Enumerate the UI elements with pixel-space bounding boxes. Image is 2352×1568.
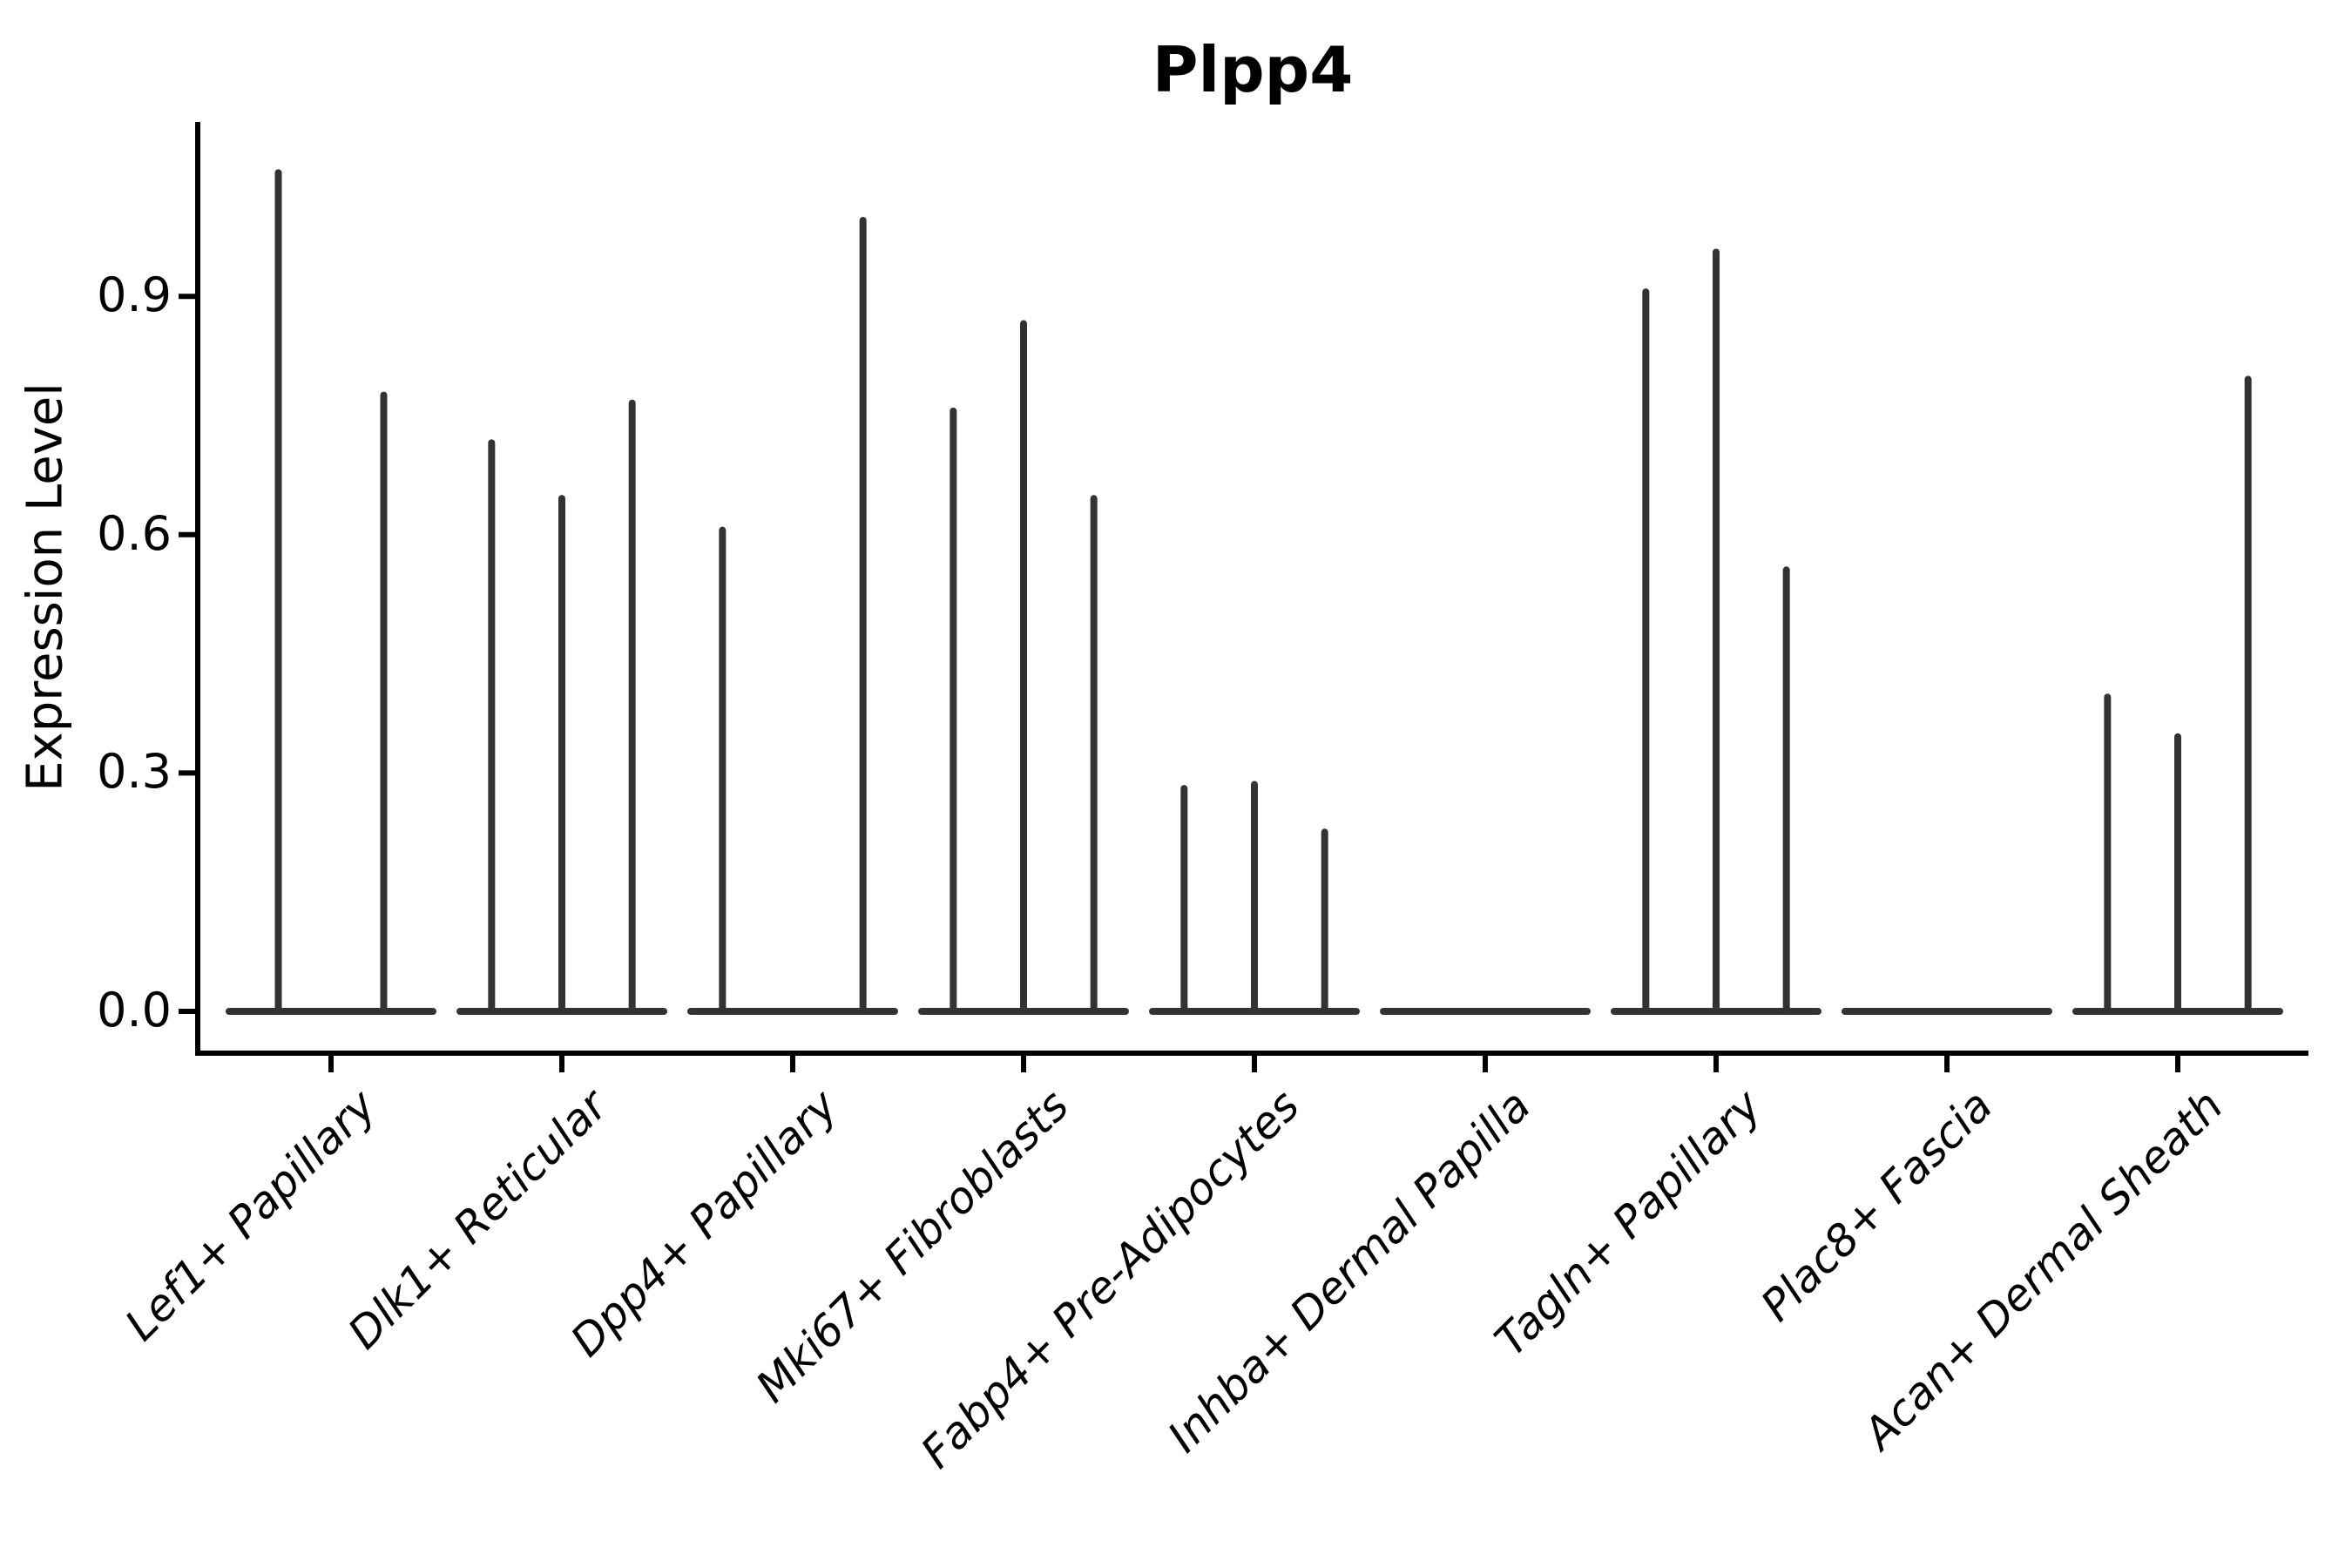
- y-tick-label: 0.9: [97, 267, 172, 323]
- y-tick-label: 0.6: [97, 506, 172, 562]
- y-tick-label: 0.3: [97, 744, 172, 800]
- chart-title: Plpp4: [1152, 33, 1354, 106]
- y-axis-label: Expression Level: [17, 382, 74, 792]
- y-tick-label: 0.0: [97, 983, 172, 1038]
